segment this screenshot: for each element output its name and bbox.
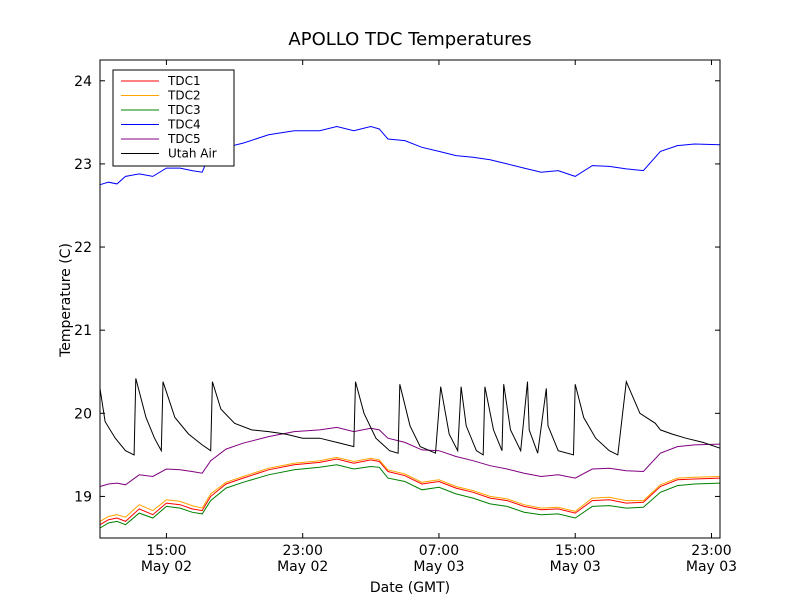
x-tick-time-label: 15:00 bbox=[146, 543, 186, 559]
x-tick-time-label: 15:00 bbox=[555, 543, 595, 559]
legend-box bbox=[112, 69, 235, 167]
y-axis-label: Temperature (C) bbox=[58, 243, 74, 358]
y-tick-label: 22 bbox=[74, 240, 92, 256]
x-tick-date-label: May 02 bbox=[141, 559, 192, 575]
legend-label: TDC4 bbox=[167, 118, 201, 132]
y-tick-label: 20 bbox=[74, 406, 92, 422]
chart-title: APOLLO TDC Temperatures bbox=[288, 29, 531, 50]
series-line-tdc2 bbox=[99, 456, 721, 522]
series-line-tdc5 bbox=[99, 426, 721, 487]
series-layer bbox=[99, 125, 721, 529]
series-line-tdc1 bbox=[99, 458, 721, 526]
series-line-tdc3 bbox=[99, 464, 721, 529]
x-tick-date-label: May 03 bbox=[686, 559, 737, 575]
x-tick-time-label: 07:00 bbox=[419, 543, 459, 559]
legend-label: TDC5 bbox=[167, 132, 201, 146]
y-tick-label: 23 bbox=[74, 157, 92, 173]
x-axis-label: Date (GMT) bbox=[370, 580, 450, 596]
y-tick-label: 24 bbox=[74, 74, 92, 90]
x-tick-date-label: May 02 bbox=[277, 559, 328, 575]
legend-label: TDC3 bbox=[167, 103, 201, 117]
x-tick-date-label: May 03 bbox=[550, 559, 601, 575]
series-line-utah-air bbox=[99, 378, 721, 456]
legend-label: TDC2 bbox=[167, 89, 201, 103]
x-tick-date-label: May 03 bbox=[413, 559, 464, 575]
y-tick-label: 21 bbox=[74, 323, 92, 339]
x-tick-time-label: 23:00 bbox=[283, 543, 323, 559]
y-tick-label: 19 bbox=[74, 489, 92, 505]
x-tick-time-label: 23:00 bbox=[691, 543, 731, 559]
series-line-tdc4 bbox=[99, 125, 721, 186]
legend-label: TDC1 bbox=[167, 74, 201, 88]
legend-label: Utah Air bbox=[168, 147, 217, 161]
plot-frame bbox=[99, 59, 721, 539]
